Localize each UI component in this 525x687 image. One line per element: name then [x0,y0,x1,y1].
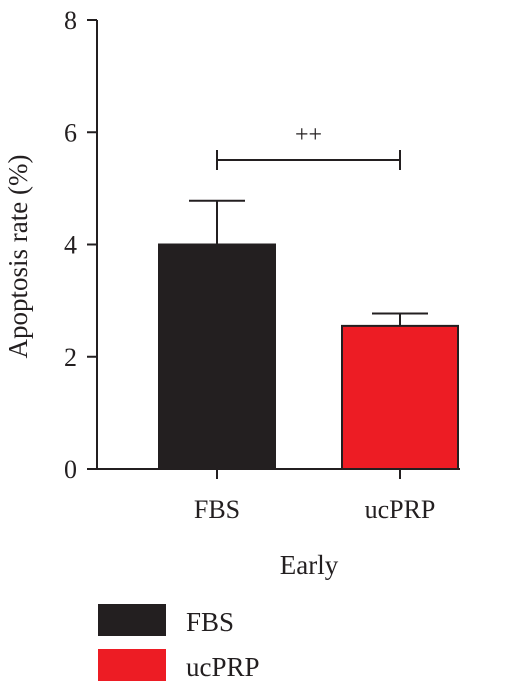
bar-fbs [158,243,276,470]
y-axis-label: Apoptosis rate (%) [3,155,33,359]
legend-swatch-ucprp [98,649,166,681]
error-bars [189,199,428,326]
y-tick-label: 8 [64,6,77,35]
legend: FBS ucPRP [98,604,260,682]
legend-label-ucprp: ucPRP [186,652,260,682]
y-tick-label: 2 [64,343,77,372]
x-tick-label: ucPRP [365,495,436,524]
y-tick-label: 4 [64,231,77,260]
bars [158,243,459,470]
x-axis: FBS ucPRP [97,468,460,524]
legend-swatch-fbs [98,604,166,636]
bar-ucprp [341,324,459,470]
legend-label-fbs: FBS [186,607,234,637]
y-tick-label: 0 [64,455,77,484]
significance-label: ++ [295,122,322,148]
x-axis-label: Early [280,550,339,580]
y-axis: 0 2 4 6 8 [64,6,98,484]
x-tick-label: FBS [194,495,240,524]
significance-marker: ++ [216,122,401,170]
y-tick-label: 6 [64,118,77,147]
